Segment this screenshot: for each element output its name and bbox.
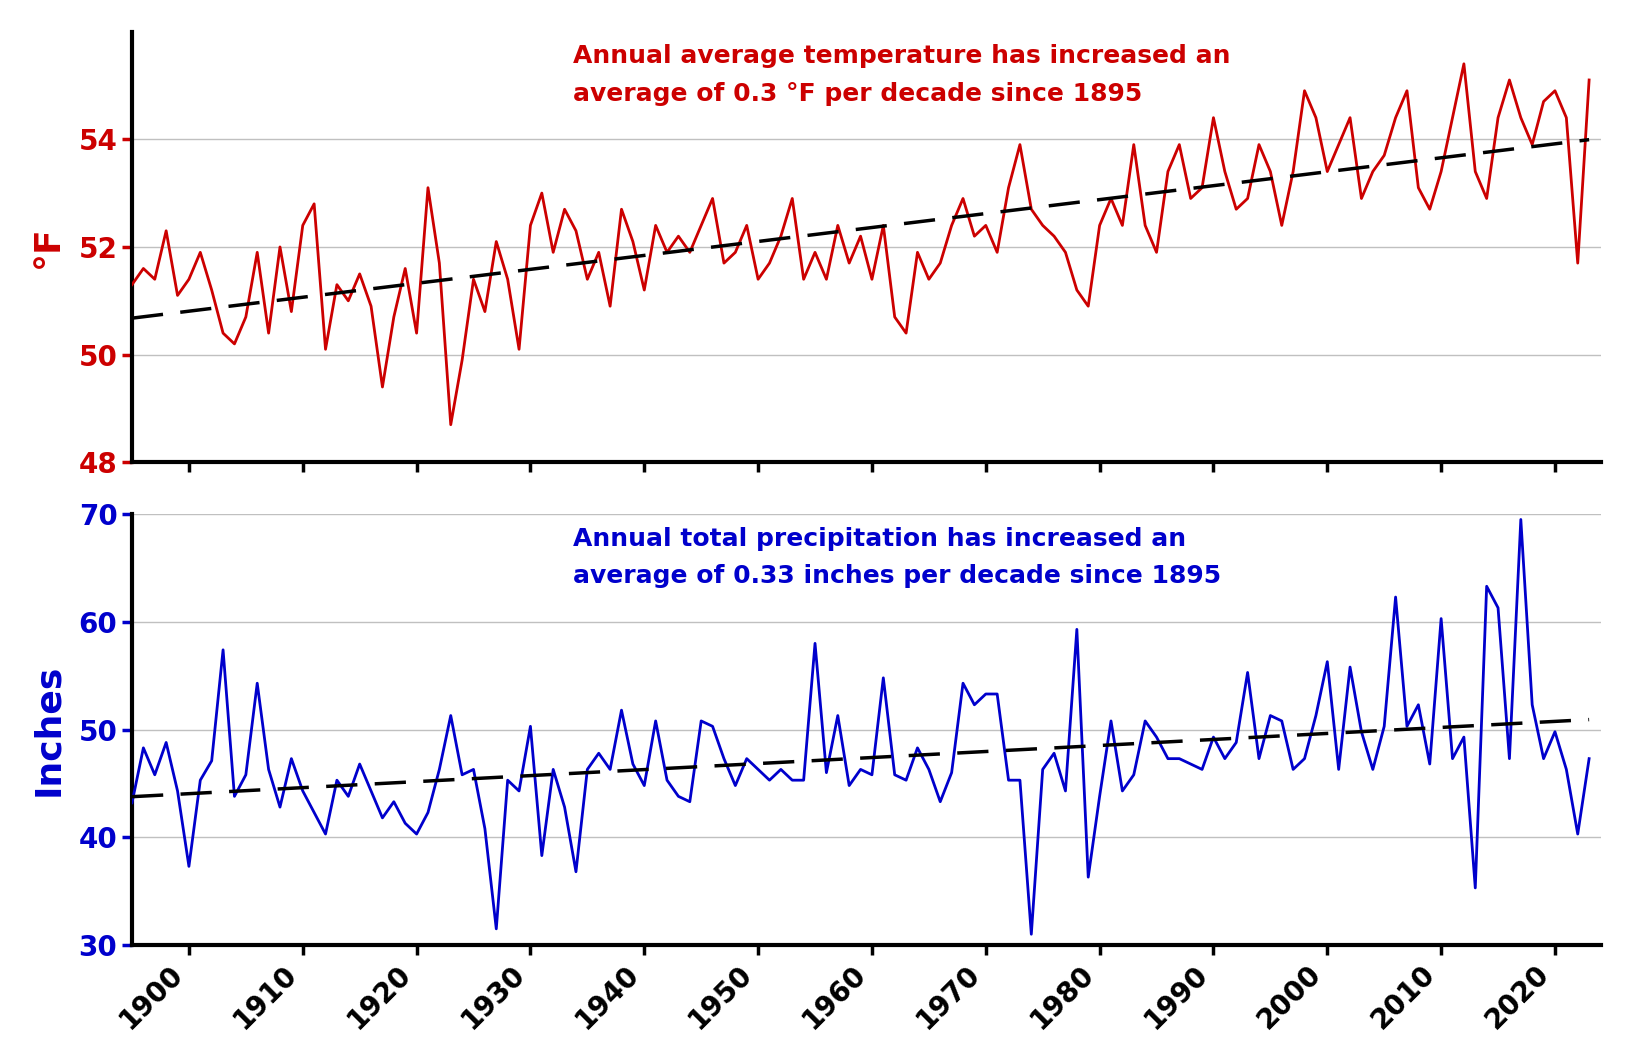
Text: Annual average temperature has increased an
average of 0.3 °F per decade since 1: Annual average temperature has increased… — [573, 44, 1229, 106]
Y-axis label: Inches: Inches — [31, 664, 64, 796]
Text: Annual total precipitation has increased an
average of 0.33 inches per decade si: Annual total precipitation has increased… — [573, 527, 1221, 588]
Y-axis label: °F: °F — [31, 226, 64, 269]
